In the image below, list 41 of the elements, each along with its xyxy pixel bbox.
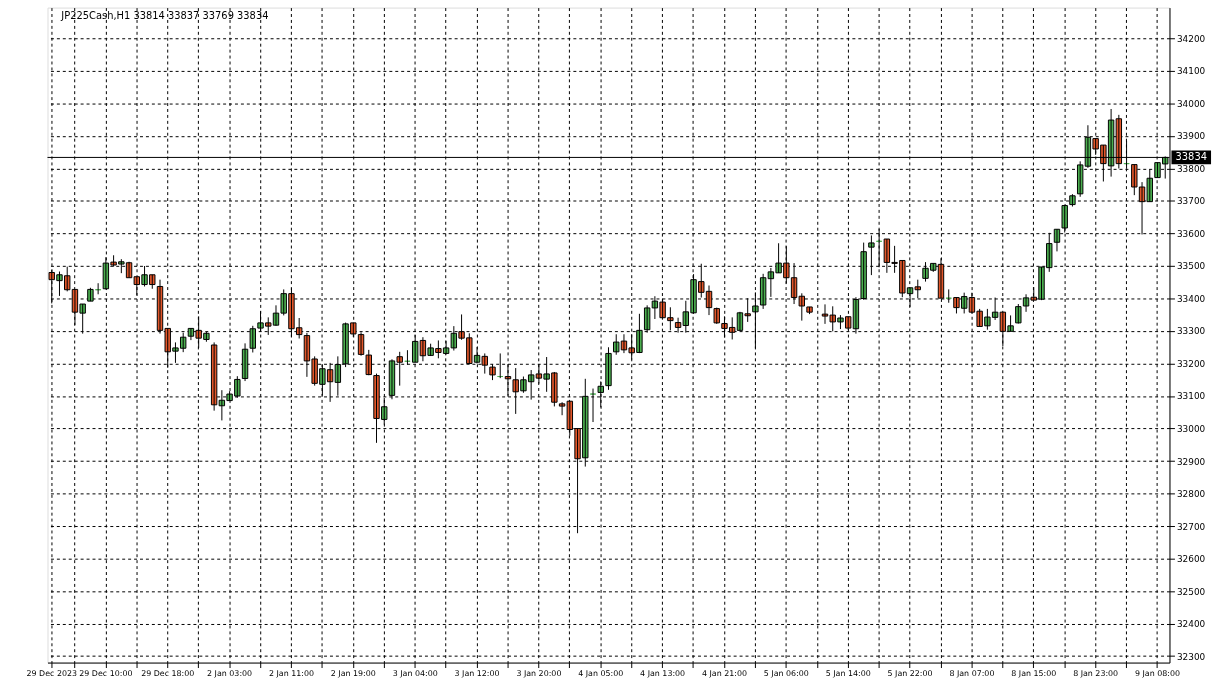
y-tick-label: 34200 [1176, 33, 1206, 44]
y-tick-label: 32600 [1176, 554, 1206, 565]
y-tick-label: 33900 [1176, 131, 1206, 142]
x-tick-label: 29 Dec 18:00 [141, 668, 195, 678]
y-tick-label: 32800 [1176, 489, 1206, 500]
y-tick-label: 33800 [1176, 163, 1206, 174]
y-tick-label: 32500 [1176, 586, 1206, 597]
x-tick-label: 3 Jan 12:00 [454, 668, 500, 678]
y-tick-label: 33600 [1176, 228, 1206, 239]
x-tick-label: 2 Jan 11:00 [268, 668, 314, 678]
x-tick-label: 8 Jan 23:00 [1073, 668, 1119, 678]
x-tick-label: 5 Jan 06:00 [763, 668, 809, 678]
y-tick-label: 33200 [1176, 358, 1206, 369]
y-tick-label: 34100 [1176, 66, 1206, 77]
y-tick-label: 32400 [1176, 619, 1206, 630]
x-tick-label: 5 Jan 22:00 [887, 668, 933, 678]
x-tick-label: 4 Jan 13:00 [640, 668, 686, 678]
x-tick-label: 8 Jan 15:00 [1011, 668, 1057, 678]
chart-title: JP225Cash,H1 33814 33837 33769 33834 [60, 10, 269, 22]
y-tick-label: 32900 [1176, 456, 1206, 467]
y-tick-label: 32300 [1176, 651, 1206, 662]
y-tick-label: 33500 [1176, 261, 1206, 272]
x-tick-label: 2 Jan 03:00 [207, 668, 253, 678]
x-tick-label: 8 Jan 07:00 [949, 668, 995, 678]
x-tick-label: 29 Dec 2023 [26, 668, 77, 678]
y-tick-label: 33000 [1176, 424, 1206, 434]
x-tick-label: 4 Jan 21:00 [701, 668, 747, 678]
y-tick-label: 33400 [1176, 293, 1206, 304]
x-tick-label: 4 Jan 05:00 [578, 668, 624, 678]
x-tick-label: 3 Jan 20:00 [516, 668, 562, 678]
x-tick-label: 9 Jan 08:00 [1134, 668, 1181, 678]
ref-line-label: 33834 [1175, 151, 1207, 163]
x-tick-label: 29 Dec 10:00 [79, 668, 133, 678]
y-tick-label: 33100 [1176, 391, 1206, 402]
y-tick-label: 33700 [1176, 196, 1206, 207]
x-tick-label: 2 Jan 19:00 [330, 668, 376, 678]
y-tick-label: 34000 [1176, 98, 1206, 109]
y-tick-label: 32700 [1176, 521, 1206, 532]
x-tick-label: 5 Jan 14:00 [825, 668, 871, 678]
y-tick-label: 33300 [1176, 326, 1206, 337]
x-tick-label: 3 Jan 04:00 [392, 668, 438, 678]
